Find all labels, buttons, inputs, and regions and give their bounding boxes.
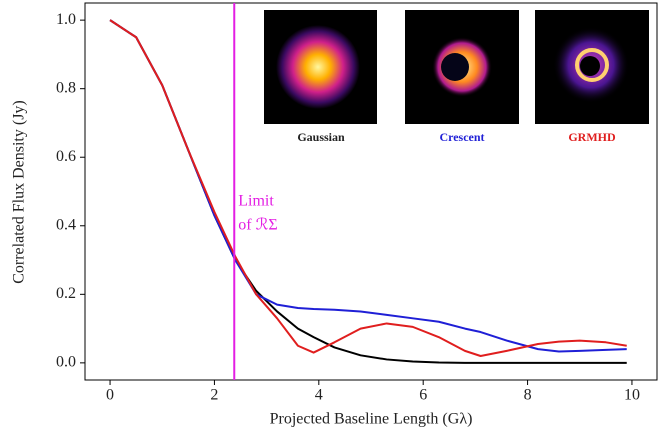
limit-annotation: of ℛΣ (238, 217, 277, 234)
gaussian-blob (276, 25, 360, 109)
grmhd-ring (575, 48, 609, 82)
y-tick-label: 0.4 (56, 216, 76, 233)
x-tick-label: 10 (624, 387, 640, 404)
crescent-shadow (441, 53, 469, 81)
legend-label: Gaussian (297, 130, 345, 144)
x-tick-label: 4 (315, 387, 323, 404)
y-tick-label: 1.0 (56, 11, 76, 28)
x-tick-label: 6 (419, 387, 427, 404)
y-tick-label: 0.0 (56, 354, 76, 371)
series-line (109, 19, 627, 358)
limit-annotation: Limit (238, 193, 274, 210)
grmhd-shadow (580, 56, 600, 76)
inset-images (264, 10, 649, 124)
x-tick-label: 8 (524, 387, 532, 404)
plot-frame (84, 2, 658, 381)
y-axis-label: Correlated Flux Density (Jy) (11, 100, 28, 284)
y-tick-label: 0.8 (56, 79, 76, 96)
y-tick-label: 0.6 (56, 148, 76, 165)
y-tick-label: 0.2 (56, 285, 76, 302)
x-axis-label: Projected Baseline Length (Gλ) (270, 411, 473, 428)
x-tick-label: 0 (106, 387, 114, 404)
x-tick-label: 2 (210, 387, 218, 404)
legend-label: GRMHD (568, 130, 616, 144)
legend-label: Crescent (439, 130, 484, 144)
